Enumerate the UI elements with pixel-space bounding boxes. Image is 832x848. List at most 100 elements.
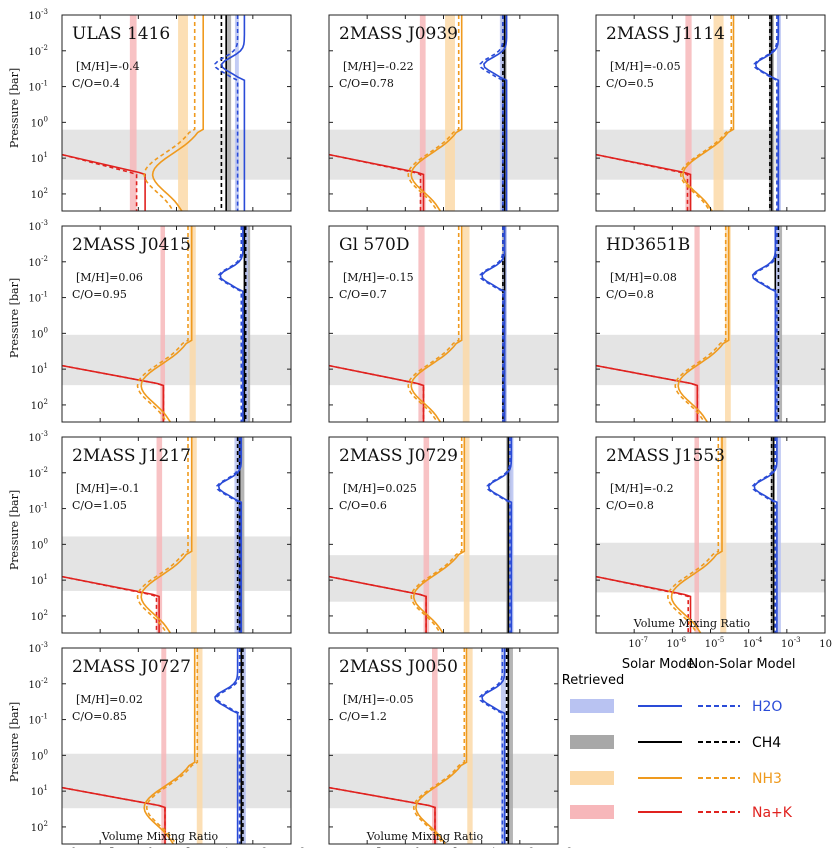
y-tick-label: 102 xyxy=(31,609,48,623)
nonsolar-profile-h2o xyxy=(479,226,504,422)
nonsolar-profile-nh3 xyxy=(679,15,733,211)
retrieved-band-nak xyxy=(160,226,166,422)
panel-3: 2MASS J1114 [M/H]=-0.05 C/O=0.5 xyxy=(595,14,826,212)
retrieved-band-nh3 xyxy=(445,15,455,211)
nonsolar-profile-nh3 xyxy=(412,648,466,844)
retrieved-band-nak xyxy=(694,226,700,422)
panel-title: HD3651B xyxy=(606,235,690,255)
retrieved-band-nh3 xyxy=(191,437,197,633)
metallicity-label: [M/H]=0.06 xyxy=(76,271,143,284)
y-axis-label-row1: Pressure [bar] xyxy=(8,68,21,148)
y-axis-label-row4: Pressure [bar] xyxy=(8,702,21,782)
solar-profile-nak xyxy=(62,575,160,633)
solar-profile-nak xyxy=(596,153,692,211)
panel-frame xyxy=(61,436,292,634)
y-tick-label: 10-1 xyxy=(28,713,48,727)
grey-pressure-band xyxy=(596,334,825,386)
co-ratio-label: C/O=0.6 xyxy=(339,499,387,512)
y-tick-label: 100 xyxy=(31,115,48,129)
y-tick-label: 10-2 xyxy=(28,44,48,58)
y-tick-label: 10-3 xyxy=(28,8,48,22)
panel-title: Gl 570D xyxy=(339,235,410,255)
legend-header-nonsolar-model: Non-Solar Model xyxy=(689,657,796,672)
nonsolar-profile-h2o xyxy=(478,648,504,844)
metallicity-label: [M/H]=-0.15 xyxy=(343,271,414,284)
grey-pressure-band xyxy=(62,753,291,809)
solar-profile-nh3 xyxy=(412,437,466,633)
legend-header-retrieved: Retrieved xyxy=(562,673,624,688)
retrieved-band-nh3 xyxy=(467,648,473,844)
panel-title: 2MASS J1114 xyxy=(606,24,725,44)
legend-retrieved-swatch xyxy=(570,805,614,819)
legend-retrieved-swatch xyxy=(570,771,614,785)
panel-title: 2MASS J0729 xyxy=(339,446,458,466)
legend-retrieved-swatch xyxy=(570,735,614,749)
retrieved-band-nh3 xyxy=(462,226,470,422)
co-ratio-label: C/O=1.05 xyxy=(72,499,127,512)
y-tick-label: 10-3 xyxy=(28,641,48,655)
metallicity-label: [M/H]=0.025 xyxy=(343,482,417,495)
nonsolar-profile-nh3 xyxy=(407,226,460,422)
retrieved-band-nh3 xyxy=(196,648,203,844)
solar-profile-nak xyxy=(329,786,436,844)
retrieved-band-nak xyxy=(432,648,438,844)
y-tick-label: 102 xyxy=(31,398,48,412)
metallicity-label: [M/H]=0.08 xyxy=(610,271,677,284)
y-tick-label: 10-1 xyxy=(28,291,48,305)
panel-frame xyxy=(328,436,559,634)
solar-profile-h2o xyxy=(751,226,777,422)
x-tick-label: 10-7 xyxy=(628,636,648,650)
solar-profile-h2o xyxy=(487,437,513,633)
y-axis-label-row3: Pressure [bar] xyxy=(8,490,21,570)
solar-profile-nh3 xyxy=(410,226,463,422)
retrieved-band-nak xyxy=(129,15,137,211)
retrieved-band-nak xyxy=(419,15,426,211)
co-ratio-label: C/O=0.85 xyxy=(72,710,127,723)
solar-profile-h2o xyxy=(754,15,780,211)
solar-profile-h2o xyxy=(753,437,778,633)
nonsolar-profile-h2o xyxy=(217,226,243,422)
retrieved-band-h2o xyxy=(499,15,505,211)
nonsolar-profile-nh3 xyxy=(666,437,720,633)
solar-profile-h2o xyxy=(481,226,506,422)
solar-profile-nh3 xyxy=(410,15,463,211)
metallicity-label: [M/H]=0.02 xyxy=(76,693,143,706)
y-tick-label: 100 xyxy=(31,537,48,551)
y-tick-label: 10-3 xyxy=(28,430,48,444)
solar-profile-nh3 xyxy=(140,226,193,422)
solar-profile-h2o xyxy=(220,15,246,211)
panel-10: 10-310-210-110010110210-810-710-610-510-… xyxy=(28,641,304,848)
y-tick-label: 10-1 xyxy=(28,80,48,94)
solar-profile-nh3 xyxy=(143,648,196,844)
x-axis-label-col2: Volume Mixing Ratio xyxy=(366,830,484,843)
solar-profile-nh3 xyxy=(151,15,204,211)
panel-9: 10-7 10-6 10-5 10-4 10-3 10-2 2MASS J1553 [M/H]… xyxy=(595,436,832,650)
legend-retrieved-swatch xyxy=(570,699,614,713)
retrieved-band-nh3 xyxy=(178,15,188,211)
solar-profile-h2o xyxy=(483,15,508,211)
y-tick-label: 102 xyxy=(31,187,48,201)
panel-title: 2MASS J0939 xyxy=(339,24,458,44)
y-tick-label: 10-3 xyxy=(28,219,48,233)
x-axis-label-col3: Volume Mixing Ratio xyxy=(633,617,751,630)
retrieved-band-nak xyxy=(685,15,692,211)
metallicity-label: [M/H]=-0.2 xyxy=(610,482,674,495)
panel-6: HD3651B [M/H]=0.08 C/O=0.8 xyxy=(595,225,826,423)
solar-profile-h2o xyxy=(219,226,244,422)
retrieved-band-nak xyxy=(161,648,167,844)
metallicity-label: [M/H]=-0.05 xyxy=(610,60,681,73)
retrieved-band-h2o xyxy=(500,648,507,844)
panel-8: 2MASS J0729 [M/H]=0.025 C/O=0.6 xyxy=(328,436,559,634)
y-tick-label: 10-1 xyxy=(28,502,48,516)
y-tick-label: 102 xyxy=(31,820,48,834)
retrieved-band-nh3 xyxy=(463,437,470,633)
y-tick-label: 101 xyxy=(31,573,48,587)
panel-title: 2MASS J0050 xyxy=(339,657,458,677)
retrieved-band-ch4 xyxy=(508,648,513,844)
y-tick-label: 10-2 xyxy=(28,677,48,691)
panel-frame xyxy=(595,14,826,212)
solar-profile-h2o xyxy=(214,648,239,844)
co-ratio-label: C/O=0.5 xyxy=(606,77,654,90)
x-tick-label: 10-3 xyxy=(781,636,801,650)
